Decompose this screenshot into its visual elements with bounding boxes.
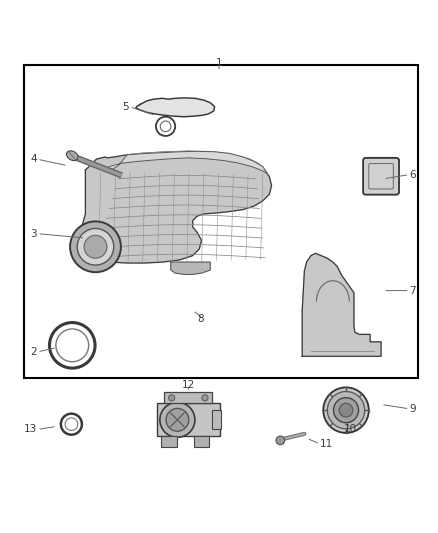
Ellipse shape [67,151,78,160]
Circle shape [333,398,359,423]
Bar [194,437,209,447]
Bar [157,403,220,437]
Polygon shape [105,151,267,174]
Circle shape [323,387,369,433]
FancyBboxPatch shape [363,158,399,195]
Circle shape [77,229,114,265]
Text: 6: 6 [410,169,416,180]
Circle shape [166,408,189,431]
Text: 10: 10 [344,424,357,433]
Circle shape [84,236,107,258]
Bar [24,65,418,378]
Text: 13: 13 [24,424,37,434]
Text: 8: 8 [197,314,204,324]
Circle shape [169,395,175,401]
Text: 4: 4 [31,154,37,164]
Text: 7: 7 [410,286,416,296]
Circle shape [327,391,365,429]
Text: 11: 11 [320,439,333,449]
Polygon shape [171,262,210,274]
Circle shape [276,436,285,445]
Bar [161,437,177,447]
Polygon shape [81,151,272,263]
Polygon shape [302,253,381,356]
Text: 9: 9 [410,404,416,414]
Circle shape [202,395,208,401]
Polygon shape [136,98,215,117]
Text: 5: 5 [123,102,129,111]
Bar [212,410,221,430]
Bar [164,392,212,403]
Circle shape [339,403,353,417]
Text: 2: 2 [31,347,37,357]
Circle shape [70,221,121,272]
Circle shape [160,402,195,437]
Text: 3: 3 [31,229,37,239]
Text: 12: 12 [182,379,195,390]
Text: 1: 1 [215,58,223,68]
